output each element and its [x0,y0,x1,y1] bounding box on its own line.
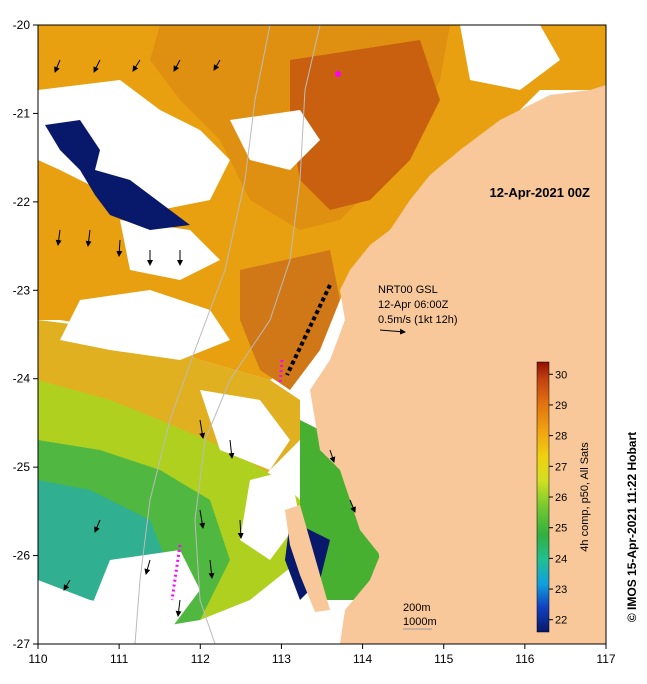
x-tick-label: 111 [110,652,129,666]
colorbar-label: 4h comp, p50, All Sats [579,442,591,552]
current-annotation-line1: NRT00 GSL [378,284,438,296]
y-axis: -20 -21 -22 -23 -24 -25 -26 -27 [13,18,38,651]
x-tick-label: 112 [191,652,210,666]
y-tick-label: -24 [13,372,31,386]
contour-label-200m: 200m [403,602,431,614]
peninsula [285,505,330,612]
contour-label-1000m: 1000m [403,616,437,628]
x-tick-label: 110 [28,652,47,666]
current-vectors [54,59,406,617]
map-plot-area [38,25,606,644]
y-tick-label: -22 [13,195,31,209]
x-tick-label: 117 [596,652,615,666]
colorbar: 30 29 28 27 26 25 24 23 22 4h comp, p50, All Sat… [536,361,591,633]
colorbar-tick-label: 23 [555,584,567,596]
y-tick-label: -27 [13,637,31,651]
land-mass [310,85,606,644]
glider-tracks [170,71,341,601]
x-tick-label: 115 [434,652,453,666]
colorbar-tick-label: 24 [555,553,567,565]
y-tick-label: -20 [13,18,31,32]
current-annotation-line2: 12-Apr 06:00Z [378,299,449,311]
colorbar-tick-label: 30 [555,369,567,381]
date-label: 12-Apr-2021 00Z [490,185,590,200]
colorbar-tick-label: 26 [555,492,567,504]
colorbar-tick-label: 25 [555,523,567,535]
bathymetry-contours [134,25,321,644]
colorbar-tick-label: 29 [555,400,567,412]
x-axis: 110 111 112 113 114 115 116 117 [28,644,616,666]
colorbar-tick-label: 22 [555,615,567,627]
y-tick-label: -21 [13,106,31,120]
colorbar-gradient [536,361,550,633]
y-tick-label: -26 [13,549,31,563]
colorbar-tick-label: 27 [555,461,567,473]
sst-field [38,25,606,630]
contour-legend: 200m 1000m [403,602,437,630]
x-tick-label: 116 [515,652,534,666]
x-tick-label: 113 [272,652,291,666]
colorbar-tick-label: 28 [555,431,567,443]
colorbar-ticks: 30 29 28 27 26 25 24 23 22 [549,369,567,627]
current-annotation-line3: 0.5m/s (1kt 12h) [378,314,457,326]
y-tick-label: -23 [13,283,31,297]
current-annotation: NRT00 GSL 12-Apr 06:00Z 0.5m/s (1kt 12h) [378,284,457,326]
plot-frame [37,24,607,645]
x-tick-label: 114 [353,652,372,666]
y-tick-label: -25 [13,460,31,474]
credit-text: © IMOS 15-Apr-2021 11:22 Hobart [625,432,639,622]
